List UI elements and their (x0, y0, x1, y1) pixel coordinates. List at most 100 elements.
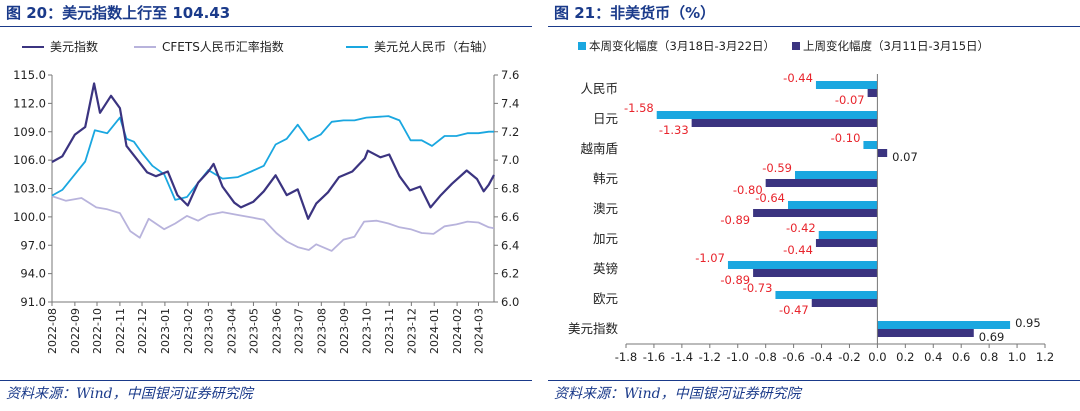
bar-1 (877, 149, 888, 157)
bar-1 (877, 329, 974, 337)
data-label-0: -0.64 (755, 191, 785, 205)
data-label-1: -0.80 (733, 183, 763, 197)
left-source-rule (0, 380, 532, 381)
right-y-tick-label: 6.0 (501, 295, 519, 309)
category-label: 韩元 (593, 171, 618, 186)
right-y-tick-label: 6.8 (501, 182, 519, 196)
legend-label-1: 上周变化幅度（3月11日-3月15日） (803, 39, 989, 53)
bar-0 (794, 171, 878, 179)
x-tick-label: -0.8 (754, 350, 776, 364)
bar-0 (818, 231, 878, 239)
data-label-1: 0.07 (892, 150, 918, 164)
right-source-note: 资料来源：Wind，中国银河证券研究院 (554, 386, 801, 402)
left-y-tick-label: 115.0 (13, 68, 46, 82)
category-label: 越南盾 (580, 141, 618, 156)
x-tick-label: 2023-10 (360, 308, 373, 354)
x-tick-label: 2023-04 (225, 308, 238, 354)
data-label-0: -0.44 (783, 71, 813, 85)
x-tick-label: 2023-11 (383, 308, 396, 354)
legend-label-0: 美元指数 (50, 39, 98, 54)
bar-0 (863, 141, 878, 149)
right-title-rule (548, 26, 1080, 27)
legend-swatch-1 (792, 42, 800, 50)
right-y-tick-label: 7.4 (501, 96, 519, 110)
x-tick-label: 1.2 (1036, 350, 1054, 364)
category-label: 人民币 (580, 81, 618, 96)
x-tick-label: 2023-08 (315, 308, 328, 354)
series-line-2 (51, 115, 494, 201)
left-panel: 图 20：美元指数上行至 104.43 美元指数 CFETS人民币汇率指数 美元兑人… (0, 0, 532, 411)
left-chart: 美元指数 CFETS人民币汇率指数 美元兑人民币（右轴） 115.0 112.0 109.… (13, 39, 519, 354)
x-tick-label: -0.4 (810, 350, 832, 364)
right-y-tick-label: 6.4 (501, 238, 519, 252)
bar-1 (765, 179, 878, 187)
right-y-tick-label: 7.2 (501, 125, 519, 139)
x-tick-label: 2024-02 (451, 308, 464, 354)
left-source-note: 资料来源：Wind，中国银河证券研究院 (6, 386, 253, 402)
x-tick-label: -0.2 (838, 350, 860, 364)
data-label-1: -1.33 (659, 123, 689, 137)
left-y-tick-label: 91.0 (20, 295, 46, 309)
x-tick-label: 2023-03 (202, 308, 215, 354)
x-tick-label: 2022-09 (69, 308, 82, 354)
x-tick-label: -1.2 (699, 350, 721, 364)
right-y-tick-label: 6.6 (501, 210, 519, 224)
left-y-tick-label: 94.0 (20, 267, 46, 281)
right-y-tick-label: 7.0 (501, 153, 519, 167)
x-tick-label: 0.8 (980, 350, 998, 364)
right-panel: 图 21：非美货币（%） 本周变化幅度（3月18日-3月22日） 上周变化幅度（3… (548, 0, 1080, 411)
x-tick-label: -1.8 (615, 350, 637, 364)
x-tick-label: 2024-03 (473, 308, 486, 354)
left-figure-title: 图 20：美元指数上行至 104.43 (6, 4, 231, 22)
category-label: 加元 (593, 231, 618, 246)
bar-1 (811, 299, 878, 307)
data-label-0: -1.58 (624, 101, 654, 115)
data-label-1: -0.89 (720, 213, 750, 227)
data-label-1: -0.47 (779, 303, 809, 317)
left-title-rule (0, 26, 532, 27)
bar-1 (753, 209, 878, 217)
right-y-tick-label: 7.6 (501, 68, 519, 82)
data-label-0: -0.10 (831, 131, 861, 145)
x-tick-label: 2022-10 (91, 308, 104, 354)
legend-label-0: 本周变化幅度（3月18日-3月22日） (589, 39, 775, 53)
x-tick-label: 2023-02 (182, 308, 195, 354)
x-tick-label: 2022-11 (114, 308, 127, 354)
bar-0 (815, 81, 878, 89)
x-tick-label: 0.6 (952, 350, 970, 364)
bar-1 (691, 119, 878, 127)
category-label: 英镑 (593, 261, 618, 276)
data-label-0: 0.95 (1015, 316, 1041, 330)
left-y-tick-label: 97.0 (20, 238, 46, 252)
x-tick-label: 0.4 (924, 350, 942, 364)
bar-0 (788, 201, 878, 209)
data-label-1: 0.69 (979, 330, 1005, 344)
left-y-tick-label: 103.0 (13, 182, 46, 196)
x-tick-label: 2023-05 (247, 308, 260, 354)
left-y-tick-label: 106.0 (13, 153, 46, 167)
right-source-rule (548, 380, 1080, 381)
series-line-1 (51, 195, 495, 252)
data-label-1: -0.07 (835, 93, 865, 107)
x-tick-label: 0.0 (868, 350, 886, 364)
category-label: 欧元 (593, 291, 618, 306)
left-y-tick-label: 100.0 (13, 210, 46, 224)
data-label-1: -0.89 (720, 273, 750, 287)
left-y-tick-label: 109.0 (13, 125, 46, 139)
right-chart: 本周变化幅度（3月18日-3月22日） 上周变化幅度（3月11日-3月15日） 人民… (568, 39, 1054, 364)
x-tick-label: 0.2 (896, 350, 914, 364)
bar-0 (877, 321, 1011, 329)
x-tick-label: 2023-07 (292, 308, 305, 354)
bar-1 (867, 89, 878, 97)
x-tick-label: 2023-01 (159, 308, 172, 354)
x-tick-label: -1.4 (671, 350, 693, 364)
legend-swatch-0 (578, 42, 586, 50)
x-tick-label: 2022-12 (136, 308, 149, 354)
bar-0 (775, 291, 878, 299)
right-y-tick-label: 6.2 (501, 267, 519, 281)
bar-0 (727, 261, 878, 269)
legend-label-1: CFETS人民币汇率指数 (162, 39, 284, 54)
data-label-1: -0.44 (783, 243, 813, 257)
bar-1 (753, 269, 878, 277)
bar-0 (656, 111, 878, 119)
